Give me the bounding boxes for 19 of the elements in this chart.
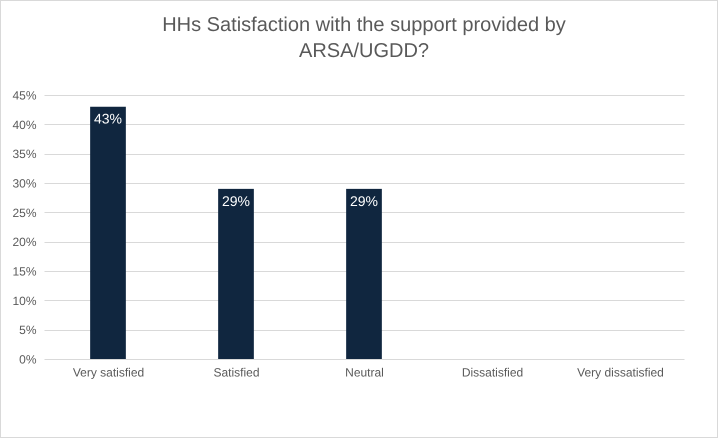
chart-title: HHs Satisfaction with the support provided by ARSA/UGDD? xyxy=(162,14,566,62)
y-tick-label: 5% xyxy=(19,323,37,338)
y-tick-label: 25% xyxy=(12,206,37,220)
y-tick-label: 0% xyxy=(19,352,37,366)
x-tick-label: Dissatisfied xyxy=(462,366,524,380)
y-tick-label: 45% xyxy=(12,88,37,102)
y-tick-label: 35% xyxy=(12,147,37,162)
x-tick-label: Neutral xyxy=(345,366,384,380)
y-tick-label: 10% xyxy=(12,294,37,308)
x-tick-label: Very satisfied xyxy=(72,366,144,380)
y-tick-label: 20% xyxy=(12,235,37,250)
y-tick-label: 15% xyxy=(12,264,37,278)
x-tick-label: Satisfied xyxy=(213,366,260,380)
x-tick-label: Very dissatisfied xyxy=(577,366,664,380)
data-label: 29% xyxy=(222,192,250,209)
y-tick-label: 30% xyxy=(12,176,37,190)
y-tick-label: 40% xyxy=(12,118,37,132)
data-label: 29% xyxy=(350,192,378,209)
data-label: 43% xyxy=(94,110,122,127)
